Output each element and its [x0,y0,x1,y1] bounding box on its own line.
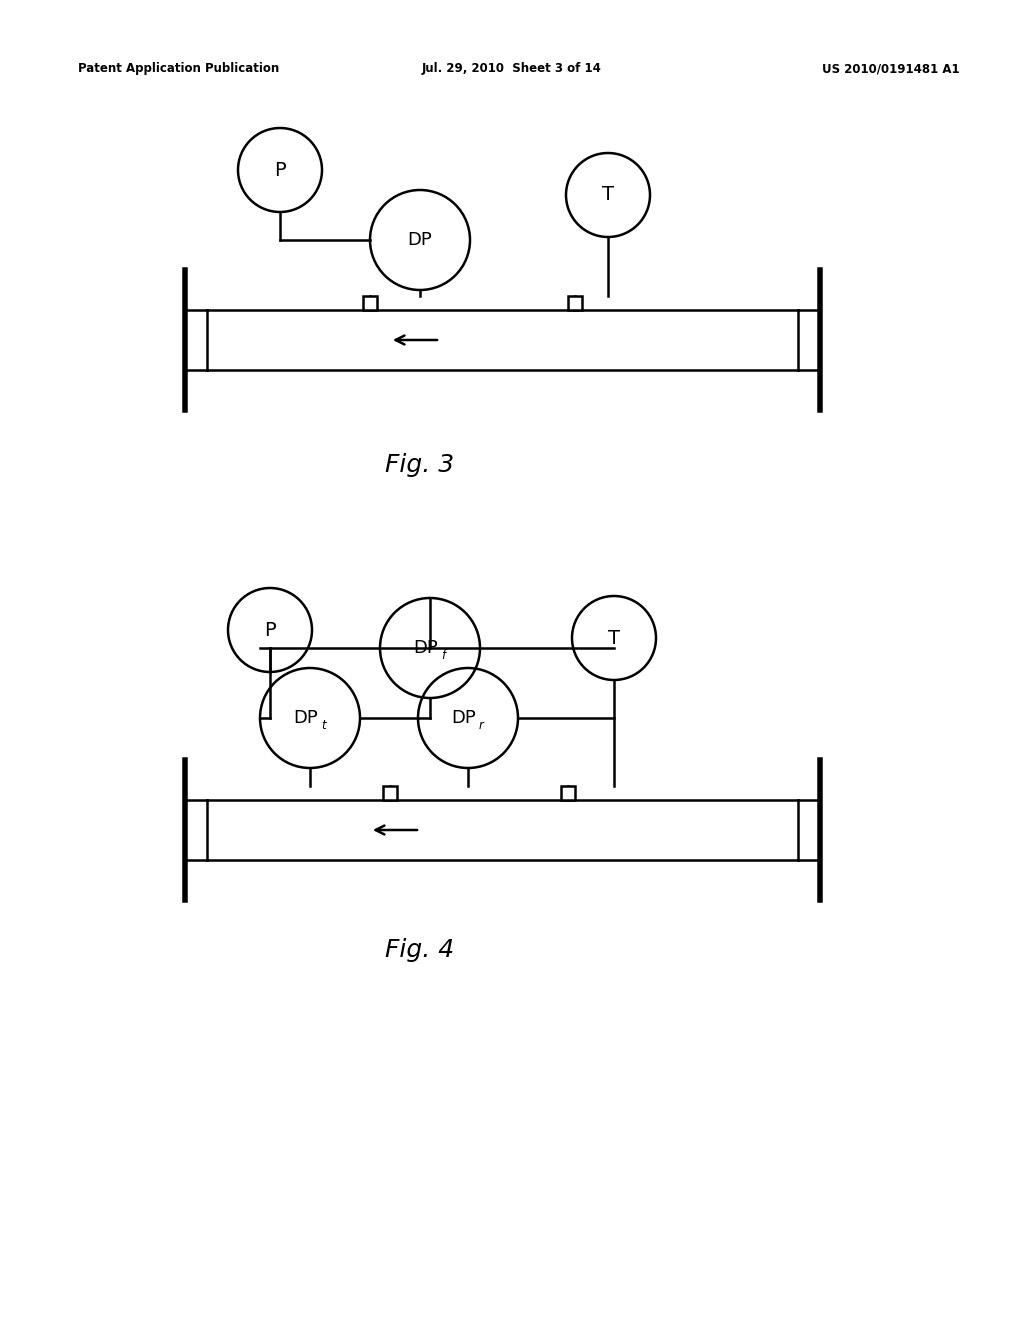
Text: T: T [608,628,620,648]
Text: DP: DP [294,709,318,727]
Text: Patent Application Publication: Patent Application Publication [78,62,280,75]
Bar [568,296,582,310]
Text: T: T [602,186,614,205]
Text: DP: DP [408,231,432,249]
Text: Fig. 3: Fig. 3 [385,453,455,477]
Bar [362,296,377,310]
Text: Fig. 4: Fig. 4 [385,939,455,962]
Text: US 2010/0191481 A1: US 2010/0191481 A1 [822,62,961,75]
Text: P: P [274,161,286,180]
Text: f: f [441,649,445,663]
Text: t: t [322,719,326,733]
Text: r: r [479,719,484,733]
Text: DP: DP [414,639,438,657]
Bar [561,785,575,800]
Bar [383,785,397,800]
Text: Jul. 29, 2010  Sheet 3 of 14: Jul. 29, 2010 Sheet 3 of 14 [422,62,602,75]
Text: DP: DP [452,709,476,727]
Text: P: P [264,620,275,639]
